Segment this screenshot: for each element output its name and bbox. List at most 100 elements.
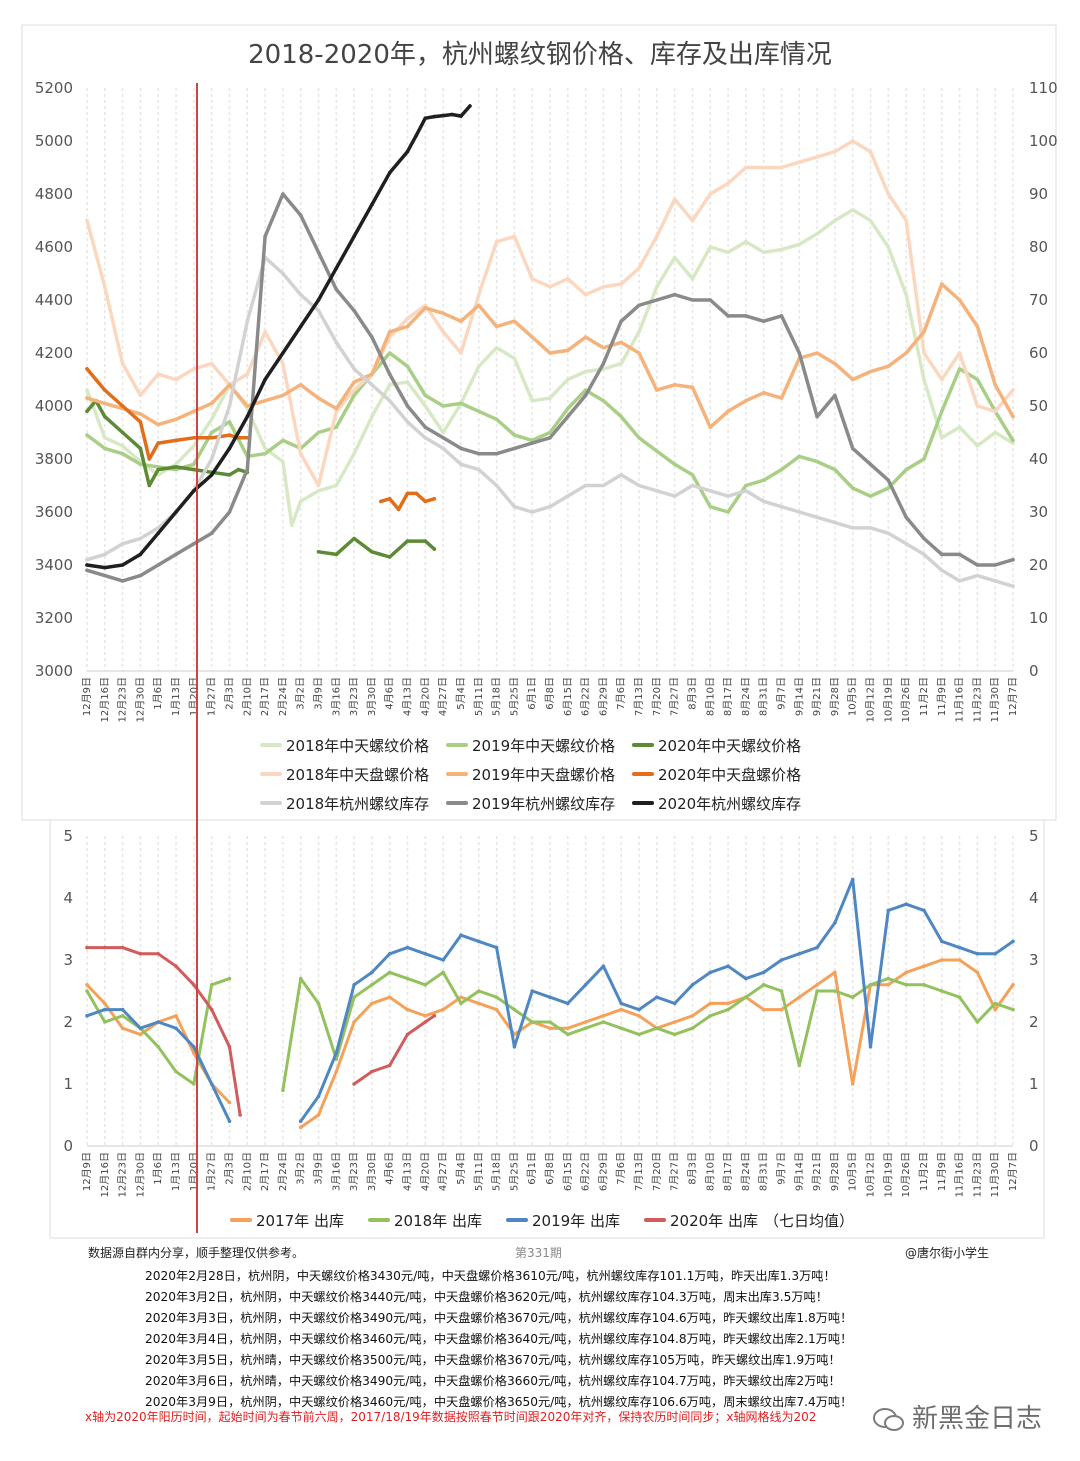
data-point	[850, 995, 855, 999]
x-tick-label: 3月23日	[348, 677, 360, 716]
legend-label: 2019年 出库	[532, 1212, 620, 1230]
x-tick-label: 1月13日	[170, 677, 182, 716]
data-point	[726, 1007, 730, 1012]
data-point	[396, 507, 401, 512]
data-point	[815, 351, 819, 355]
x-tick-label: 12月30日	[134, 677, 146, 722]
data-point	[530, 335, 534, 339]
data-point	[494, 324, 499, 329]
data-point	[1011, 557, 1015, 562]
data-point	[432, 114, 437, 119]
data-point	[619, 282, 623, 286]
data-point	[405, 316, 410, 321]
data-point	[209, 436, 214, 440]
data-point	[975, 563, 980, 567]
data-point	[1011, 438, 1015, 443]
data-point	[494, 1007, 499, 1012]
data-point	[245, 319, 250, 324]
data-point	[387, 952, 392, 956]
data-point	[441, 113, 446, 118]
data-point	[494, 345, 499, 350]
data-point	[761, 499, 766, 504]
daily-note: 2020年2月28日，杭州阴，中天螺纹价格3430元/吨，中天盘螺价格3610元…	[145, 1269, 836, 1283]
data-point	[236, 467, 241, 472]
data-point	[352, 380, 356, 384]
data-point	[797, 510, 802, 514]
data-point	[566, 1026, 570, 1030]
x-tick-label: 8月10日	[704, 677, 716, 716]
x-tick-label: 9月21日	[811, 1152, 823, 1191]
data-point	[548, 1026, 552, 1030]
data-point	[566, 377, 570, 382]
data-point	[886, 364, 891, 369]
data-point	[209, 361, 214, 366]
data-point	[316, 489, 321, 493]
data-point	[477, 303, 481, 308]
x-tick-label: 2月24日	[277, 677, 289, 716]
data-point	[423, 436, 428, 440]
data-point	[548, 504, 552, 509]
data-point	[316, 550, 321, 554]
data-point	[833, 149, 837, 154]
data-point	[601, 398, 606, 403]
data-point	[922, 964, 926, 968]
data-point	[904, 292, 908, 297]
y-right-tick-label: 80	[1029, 238, 1048, 256]
data-point	[797, 242, 802, 247]
data-point	[379, 499, 383, 504]
data-point	[815, 945, 819, 950]
x-tick-label: 10月19日	[882, 1152, 894, 1197]
data-point	[227, 1045, 232, 1049]
data-point	[316, 298, 321, 302]
data-point	[993, 383, 997, 387]
data-point	[886, 908, 891, 913]
data-point	[548, 430, 552, 435]
data-point	[316, 396, 321, 400]
data-point	[975, 952, 980, 956]
data-point	[815, 232, 819, 236]
spring-festival-marker-line	[196, 83, 198, 1233]
data-point	[975, 1020, 980, 1024]
chart1-frame	[21, 24, 1057, 821]
data-point	[459, 995, 463, 999]
data-point	[281, 271, 285, 276]
data-point	[352, 1082, 356, 1086]
data-point	[850, 139, 855, 143]
data-point	[156, 372, 160, 377]
x-tick-label: 8月31日	[758, 677, 770, 716]
x-tick-label: 1月13日	[170, 1152, 182, 1191]
data-point	[975, 970, 980, 975]
data-point	[405, 420, 410, 424]
issue-number: 第331期	[515, 1246, 562, 1260]
data-point	[833, 921, 837, 925]
data-point	[334, 1051, 339, 1055]
data-point	[637, 330, 641, 334]
data-point	[423, 116, 428, 120]
x-tick-label: 9月21日	[811, 677, 823, 716]
data-point	[530, 1020, 534, 1024]
data-point	[672, 383, 677, 387]
x-tick-label: 11月2日	[918, 1152, 930, 1191]
data-point	[868, 149, 873, 154]
data-point	[833, 393, 837, 398]
y-left-tick-label: 3400	[35, 556, 73, 574]
data-point	[414, 491, 419, 496]
data-point	[512, 319, 517, 324]
x-tick-label: 12月9日	[81, 677, 93, 716]
y-left-tick-label: 2	[63, 1013, 73, 1031]
data-point	[708, 245, 713, 249]
data-point	[975, 324, 980, 329]
data-point	[886, 245, 891, 249]
y-right-tick-label: 30	[1029, 503, 1048, 521]
data-point	[298, 976, 303, 981]
x-tick-label: 2月3日	[223, 1152, 235, 1185]
data-point	[352, 393, 356, 398]
data-point	[779, 504, 784, 509]
data-point	[209, 473, 214, 477]
data-point	[512, 234, 517, 239]
data-point	[432, 497, 437, 501]
data-point	[850, 1082, 855, 1086]
chart2-left-axis: 0 1 2 3 4 5	[63, 827, 73, 1155]
data-point	[85, 396, 89, 400]
data-point	[459, 933, 463, 937]
